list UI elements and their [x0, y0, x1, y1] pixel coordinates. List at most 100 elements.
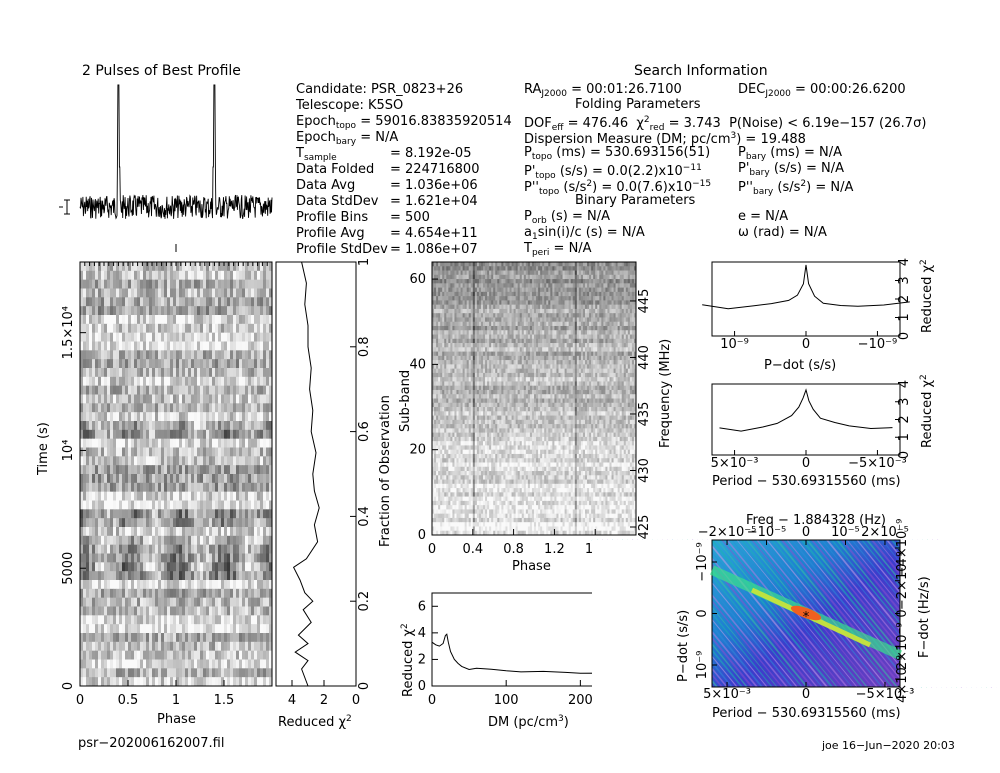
- cell: [140, 659, 144, 669]
- cell: [480, 274, 484, 280]
- cell: [182, 668, 186, 678]
- cell: [597, 274, 600, 280]
- cell: [527, 313, 531, 318]
- cell: [576, 308, 580, 314]
- cell: [266, 279, 270, 289]
- cell: [442, 283, 445, 288]
- cell: [134, 465, 138, 475]
- cell: [98, 368, 102, 378]
- cell: [158, 288, 162, 298]
- cell: [107, 509, 111, 519]
- cell: [474, 287, 478, 293]
- cell: [224, 359, 228, 369]
- cell: [116, 403, 120, 413]
- cell: [128, 297, 132, 307]
- cell: [239, 438, 243, 448]
- cell: [230, 262, 234, 272]
- cell: [218, 527, 222, 537]
- cell: [122, 553, 126, 563]
- cell: [605, 266, 608, 271]
- cell: [197, 429, 201, 440]
- cell: [218, 306, 222, 316]
- cell: [185, 403, 189, 413]
- cell: [263, 474, 267, 484]
- cell: [468, 291, 472, 297]
- cell: [116, 456, 120, 466]
- cell: [480, 296, 484, 301]
- cell: [585, 317, 588, 323]
- cell: [587, 313, 590, 318]
- filename: psr−202006162007.fil: [78, 736, 225, 751]
- cell: [605, 291, 608, 297]
- cell: [209, 597, 213, 607]
- cell: [501, 334, 504, 340]
- cell: [170, 332, 174, 342]
- cell: [161, 571, 165, 581]
- cell: [152, 527, 156, 537]
- cell: [197, 500, 201, 510]
- cell: [263, 580, 267, 590]
- cell: [464, 274, 467, 280]
- cell: [110, 376, 114, 387]
- cell: [86, 509, 90, 519]
- cell: [188, 394, 192, 404]
- cell: [585, 308, 588, 314]
- cell: [227, 385, 231, 395]
- cell: [517, 300, 521, 305]
- cell: [542, 274, 545, 280]
- cell: [442, 287, 445, 293]
- cell: [218, 668, 222, 678]
- cell: [203, 376, 207, 387]
- cell: [260, 262, 264, 272]
- p-orb: Porb (s) = N/A: [524, 209, 610, 226]
- cell: [538, 325, 541, 331]
- cell: [215, 412, 219, 422]
- cell: [134, 288, 138, 298]
- cell: [503, 334, 506, 340]
- cell: [625, 308, 629, 314]
- cell: [152, 571, 156, 581]
- cell: [483, 279, 486, 284]
- cell: [454, 287, 457, 293]
- cell: [257, 509, 261, 519]
- cell: [582, 300, 586, 305]
- cell: [182, 350, 186, 360]
- x-tick-label: 2: [320, 693, 328, 708]
- cell: [122, 624, 126, 634]
- cell: [206, 659, 210, 669]
- cell: [209, 527, 213, 537]
- cell: [155, 544, 159, 554]
- cell: [185, 624, 189, 634]
- cell: [523, 325, 527, 331]
- cell: [113, 677, 117, 687]
- cell: [245, 332, 249, 342]
- cell: [266, 262, 270, 272]
- cell: [212, 633, 216, 643]
- cell: [491, 334, 494, 340]
- cell: [517, 325, 521, 331]
- cell: [98, 315, 102, 325]
- cell: [248, 456, 252, 466]
- cell: [164, 659, 168, 669]
- cell: [149, 641, 153, 652]
- cell: [472, 283, 476, 288]
- cell: [179, 279, 183, 289]
- cell: [161, 553, 165, 563]
- cell: [540, 300, 543, 305]
- cell: [185, 562, 189, 572]
- cell: [456, 330, 459, 335]
- cell: [179, 615, 183, 625]
- cell: [251, 288, 255, 298]
- cell: [523, 334, 527, 340]
- cell: [221, 580, 225, 590]
- cell: [185, 641, 189, 652]
- cell: [206, 606, 210, 616]
- cell: [203, 438, 207, 448]
- cell: [558, 325, 561, 331]
- cell: [491, 308, 494, 314]
- cell: [260, 279, 264, 289]
- cell: [170, 288, 174, 298]
- cell: [101, 288, 105, 298]
- cell: [478, 287, 482, 293]
- cell: [185, 332, 189, 342]
